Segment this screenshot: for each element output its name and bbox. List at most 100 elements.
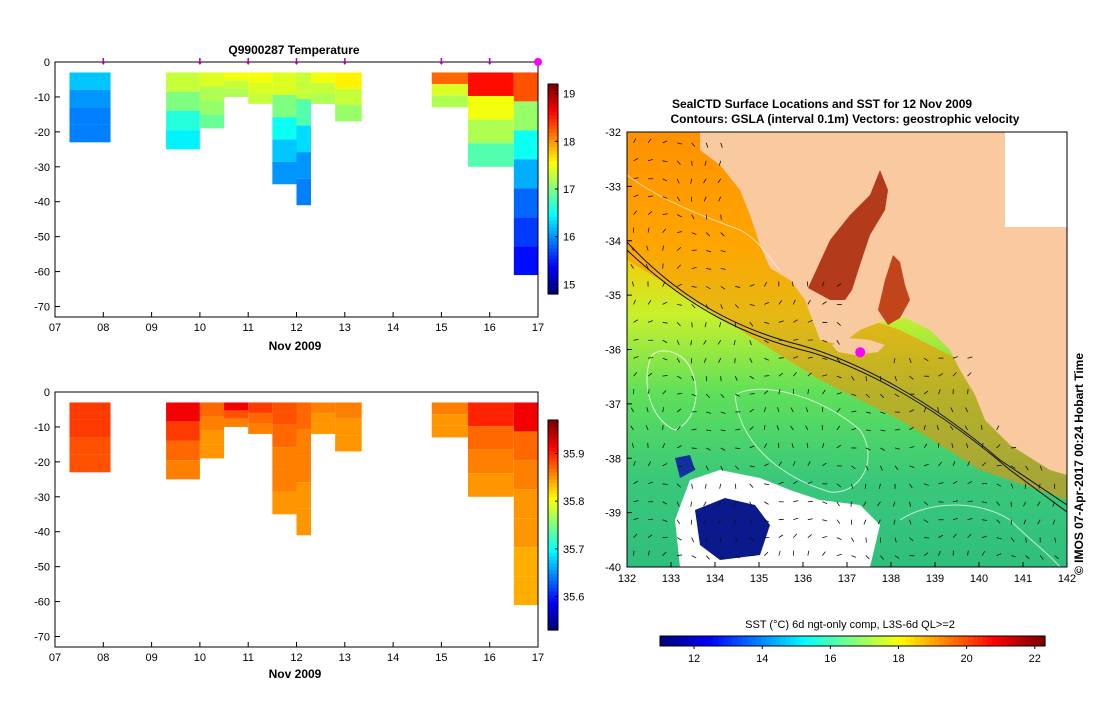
section-cell xyxy=(468,96,514,120)
velocity-vector xyxy=(663,264,664,269)
colorbar-segment xyxy=(548,448,558,452)
colorbar-segment xyxy=(548,168,558,172)
colorbar-segment xyxy=(548,207,558,211)
sst-colorbar-segment xyxy=(968,636,973,646)
colorbar-segment xyxy=(548,158,558,162)
sst-colorbar-segment xyxy=(1031,636,1036,646)
sst-colorbar-segment xyxy=(780,636,785,646)
sst-colorbar-segment xyxy=(939,636,944,646)
section-cell xyxy=(272,402,296,424)
colorbar-segment xyxy=(548,609,558,613)
y-tick-label: -30 xyxy=(34,492,50,504)
sst-colorbar-segment xyxy=(1011,636,1016,646)
x-tick-label: 16 xyxy=(484,322,496,334)
profile-marker-head xyxy=(439,62,443,65)
sst-colorbar-segment xyxy=(978,636,983,646)
colorbar-segment xyxy=(548,536,558,540)
section-cell xyxy=(514,576,538,605)
colorbar-segment xyxy=(548,144,558,148)
colorbar-segment xyxy=(548,102,558,106)
sst-colorbar-tick-label: 20 xyxy=(961,653,973,665)
colorbar-segment xyxy=(548,427,558,431)
section-cell xyxy=(468,450,514,474)
colorbar-segment xyxy=(548,245,558,249)
section-cell xyxy=(432,426,468,438)
section-cell xyxy=(248,402,272,412)
section-cell xyxy=(514,246,538,275)
section-cell xyxy=(514,217,538,246)
sst-colorbar-segment xyxy=(727,636,732,646)
section-cell xyxy=(311,72,335,82)
colorbar-segment xyxy=(548,434,558,438)
section-cell xyxy=(514,188,538,217)
y-tick-label: -50 xyxy=(34,232,50,244)
y-tick-label: -50 xyxy=(34,562,50,574)
colorbar-segment xyxy=(548,112,558,116)
x-tick-label: 10 xyxy=(194,322,206,334)
colorbar-segment xyxy=(548,553,558,557)
colorbar-segment xyxy=(548,126,558,130)
sst-colorbar-segment xyxy=(737,636,742,646)
colorbar-segment xyxy=(548,133,558,137)
colorbar-segment xyxy=(548,179,558,183)
colorbar-segment xyxy=(548,459,558,463)
section-cell xyxy=(272,72,296,94)
section-cell xyxy=(297,126,311,153)
colorbar-segment xyxy=(548,95,558,99)
sst-colorbar-segment xyxy=(997,636,1002,646)
sst-colorbar-segment xyxy=(713,636,718,646)
section-cell xyxy=(468,426,514,450)
velocity-vector xyxy=(750,394,755,395)
map-title: SealCTD Surface Locations and SST for 12… xyxy=(672,97,972,111)
sst-colorbar-segment xyxy=(838,636,843,646)
section-cell xyxy=(297,402,311,429)
colorbar-segment xyxy=(548,161,558,165)
sst-colorbar-segment xyxy=(905,636,910,646)
sst-colorbar-segment xyxy=(891,636,896,646)
sst-colorbar-segment xyxy=(732,636,737,646)
section-cell xyxy=(297,152,311,179)
sst-colorbar-tick-label: 18 xyxy=(892,653,904,665)
section-cell xyxy=(468,402,514,426)
sst-colorbar-segment xyxy=(896,636,901,646)
velocity-vector xyxy=(779,358,784,359)
section-cell xyxy=(224,81,248,89)
section-cell xyxy=(248,93,272,103)
x-tick-label: 13 xyxy=(339,322,351,334)
x-tick-label: 09 xyxy=(145,322,157,334)
colorbar-segment xyxy=(548,462,558,466)
colorbar-tick-label: 35.8 xyxy=(563,496,584,508)
colorbar-tick-label: 35.7 xyxy=(563,544,584,556)
sst-colorbar-segment xyxy=(1026,636,1031,646)
x-tick-label: 17 xyxy=(532,652,544,664)
section-cell xyxy=(514,547,538,576)
colorbar-segment xyxy=(548,217,558,221)
colorbar-segment xyxy=(548,518,558,522)
sst-colorbar-segment xyxy=(857,636,862,646)
velocity-vector xyxy=(997,465,1002,466)
sst-colorbar-segment xyxy=(872,636,877,646)
section-cell xyxy=(69,107,110,124)
colorbar-segment xyxy=(548,263,558,267)
section-cell xyxy=(311,83,335,93)
colorbar-segment xyxy=(548,543,558,547)
colorbar-segment xyxy=(548,273,558,277)
y-tick-label: -40 xyxy=(34,527,50,539)
map-y-tick-label: -33 xyxy=(605,181,621,193)
y-tick-label: -70 xyxy=(34,632,50,644)
colorbar-segment xyxy=(548,525,558,529)
colorbar-segment xyxy=(548,238,558,242)
colorbar-segment xyxy=(548,231,558,235)
section-cell xyxy=(272,95,296,117)
sst-colorbar-segment xyxy=(718,636,723,646)
section-cell xyxy=(514,72,538,101)
colorbar-segment xyxy=(548,140,558,144)
colorbar-segment xyxy=(548,529,558,533)
map-y-tick-label: -39 xyxy=(605,508,621,520)
section-cell xyxy=(297,99,311,126)
colorbar-segment xyxy=(548,119,558,123)
colorbar-segment xyxy=(548,84,558,88)
temperature-title: Q9900287 Temperature xyxy=(228,43,360,57)
